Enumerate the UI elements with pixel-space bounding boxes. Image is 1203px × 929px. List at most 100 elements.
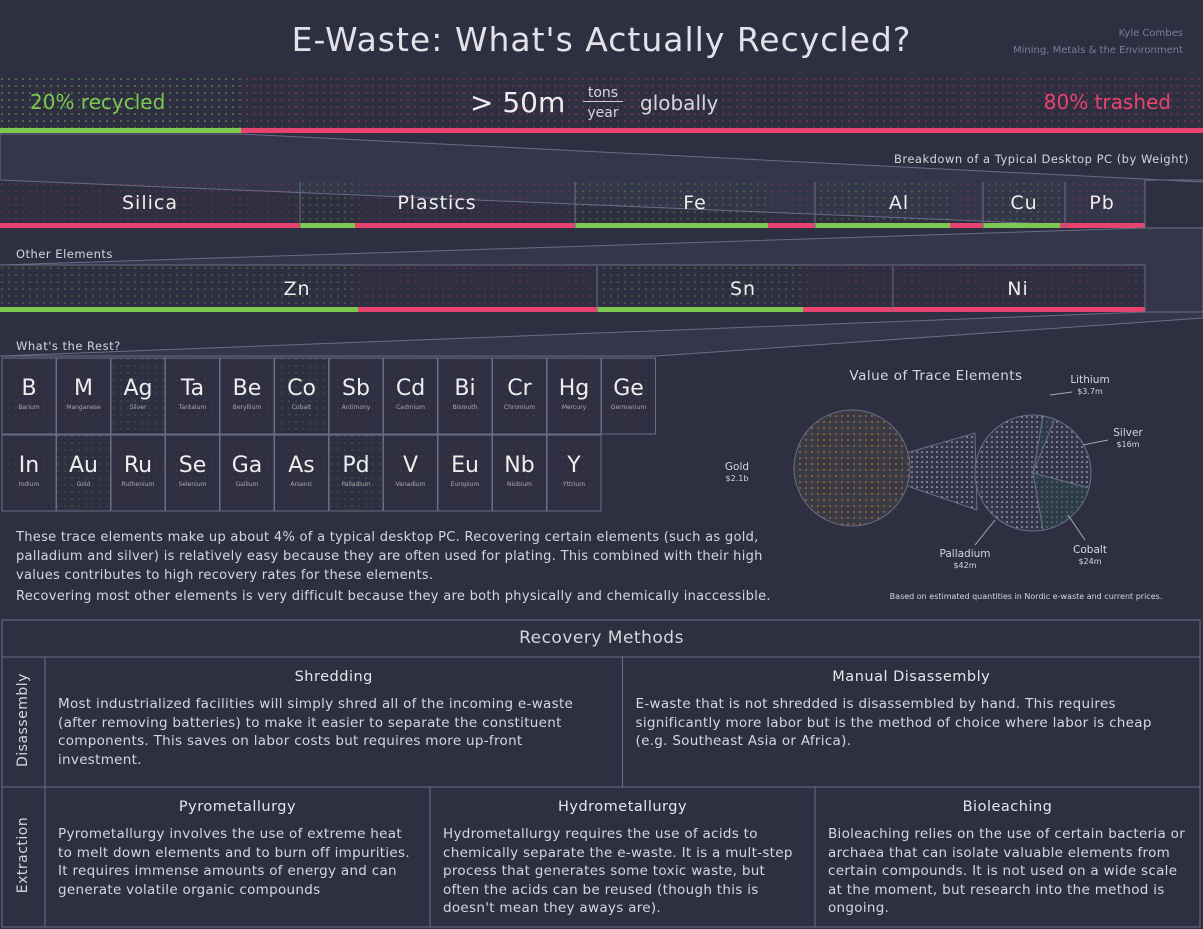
material-bar	[1060, 223, 1065, 228]
pie-value: $16m	[1116, 440, 1140, 449]
pie-value: $2.1b	[725, 474, 749, 483]
pie-label: Cobalt	[1073, 544, 1107, 556]
element-cell	[329, 435, 383, 511]
pie-label: Palladium	[939, 548, 991, 560]
material-label: Pb	[1089, 192, 1115, 214]
element-name: Vanadium	[395, 481, 426, 488]
element-name: Yttrium	[562, 481, 586, 488]
element-name: Ruthenium	[121, 481, 155, 488]
pie-label: Gold	[724, 461, 750, 473]
element-cell	[56, 358, 111, 434]
material-label: Fe	[683, 192, 707, 214]
element-cell	[438, 435, 492, 511]
element-symbol: Ag	[123, 376, 153, 401]
element-symbol: Nb	[504, 453, 535, 478]
method-text: Bioleaching relies on the use of certain…	[828, 826, 1186, 916]
element-name: Bismuth	[452, 404, 478, 411]
element-cell	[274, 358, 329, 434]
element-cell	[438, 358, 492, 434]
element-cell	[383, 435, 438, 511]
element-cell	[2, 358, 56, 434]
title: E-Waste: What's Actually Recycled?	[291, 20, 912, 59]
element-name: Cobalt	[291, 404, 312, 411]
material-area	[575, 182, 768, 223]
element-symbol: Ga	[231, 453, 263, 478]
group-label: Extraction	[15, 816, 31, 894]
element-name: Germanium	[610, 404, 647, 411]
element-area	[0, 266, 358, 307]
method-title: Hydrometallurgy	[557, 799, 688, 815]
element-cell	[165, 358, 220, 434]
element-symbol: Bi	[454, 376, 476, 401]
element-symbol: M	[74, 376, 93, 401]
element-cell	[220, 358, 274, 434]
material-area	[1065, 182, 1145, 223]
element-cell	[220, 435, 274, 511]
element-area	[893, 266, 1145, 307]
material-label: Al	[888, 192, 910, 214]
element-area	[358, 266, 597, 307]
material-label: Cu	[1010, 192, 1038, 214]
element-name: Arsenic	[290, 481, 313, 488]
element-area	[803, 266, 893, 307]
pie-value: $42m	[953, 561, 977, 570]
trashed-area	[241, 78, 1203, 128]
element-name: Gold	[76, 481, 91, 488]
material-bar	[300, 223, 355, 228]
method-title: Shredding	[294, 669, 373, 685]
element-name: Selenium	[178, 481, 207, 488]
gold-slice	[793, 409, 911, 527]
element-name: Europium	[450, 481, 480, 488]
paragraph: These trace elements make up about 4% of…	[16, 530, 763, 583]
zoom-connector	[0, 227, 1203, 313]
pie-slice	[1032, 472, 1090, 531]
element-name: Mercury	[561, 404, 587, 411]
pie-label: Lithium	[1070, 374, 1110, 386]
methods-title: Recovery Methods	[519, 628, 684, 648]
leader	[1049, 391, 1073, 396]
element-label: Zn	[283, 278, 311, 300]
material-bar	[355, 223, 575, 228]
element-bar	[597, 307, 803, 312]
element-cell	[274, 435, 329, 511]
unit-bottom: year	[587, 105, 619, 121]
material-area	[950, 182, 983, 223]
element-bar	[358, 307, 597, 312]
methods-frame	[1, 619, 1201, 928]
element-symbol: B	[21, 376, 37, 401]
material-bar	[575, 223, 768, 228]
element-name: Beryllium	[232, 404, 262, 411]
element-symbol: Sb	[342, 376, 370, 401]
element-symbol: Ge	[613, 376, 644, 401]
pie-slice	[1032, 418, 1092, 489]
author: Kyle Combes	[1118, 28, 1183, 39]
element-cell	[56, 435, 111, 511]
trashed-label: 80% trashed	[1043, 90, 1171, 114]
material-area	[815, 182, 950, 223]
recycled-area	[0, 78, 241, 128]
element-name: Tantalum	[178, 404, 207, 411]
element-cell	[492, 435, 547, 511]
leader	[974, 519, 996, 546]
material-area	[355, 182, 575, 223]
method-title: Manual Disassembly	[832, 669, 991, 685]
material-bar	[768, 223, 815, 228]
recycled-label: 20% recycled	[30, 90, 166, 114]
method-text: E-waste that is not shredded is disassem…	[635, 696, 1152, 749]
element-symbol: Au	[69, 453, 98, 478]
material-bar	[983, 223, 1060, 228]
element-symbol: Pd	[342, 453, 370, 478]
material-bar	[950, 223, 983, 228]
element-symbol: Co	[287, 376, 316, 401]
element-cell	[111, 435, 165, 511]
material-area	[983, 182, 1060, 223]
recycled-bar	[0, 128, 241, 133]
trashed-bar	[241, 128, 1203, 133]
element-bar	[0, 307, 358, 312]
element-name: Niobium	[507, 481, 532, 488]
element-bar	[803, 307, 893, 312]
pie-label: Silver	[1113, 427, 1143, 439]
method-text: Pyrometallurgy involves the use of extre…	[58, 826, 410, 898]
method-text: Hydrometallurgy requires the use of acid…	[443, 826, 793, 916]
